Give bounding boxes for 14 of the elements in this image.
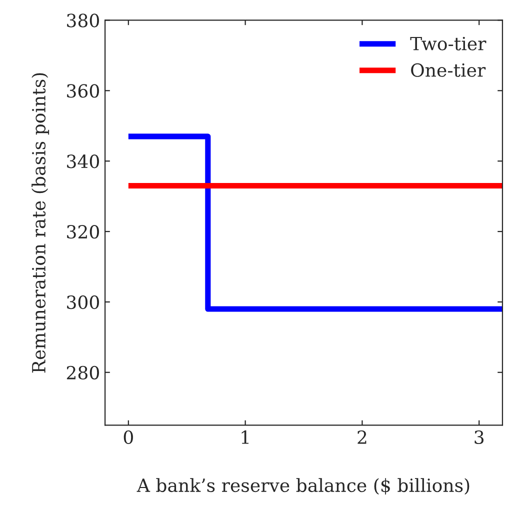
legend-label: Two-tier bbox=[410, 36, 486, 50]
x-tick-label: 1 bbox=[242, 430, 248, 444]
legend-label: One-tier bbox=[411, 63, 486, 77]
y-tick-label: 360 bbox=[67, 84, 99, 98]
y-tick-label: 320 bbox=[67, 224, 99, 239]
y-tick-label: 280 bbox=[66, 366, 99, 380]
y-tick-label: 340 bbox=[67, 154, 99, 168]
y-axis-title: Remuneration rate (basis points) bbox=[32, 73, 50, 373]
y-tick-label: 380 bbox=[67, 14, 99, 28]
y-tick-label: 300 bbox=[67, 295, 99, 310]
x-tick-label: 0 bbox=[124, 430, 133, 444]
x-tick-label: 3 bbox=[474, 430, 484, 444]
x-tick-label: 2 bbox=[358, 430, 366, 444]
x-axis-title: A bank’s reserve balance ($ billions) bbox=[136, 478, 470, 495]
